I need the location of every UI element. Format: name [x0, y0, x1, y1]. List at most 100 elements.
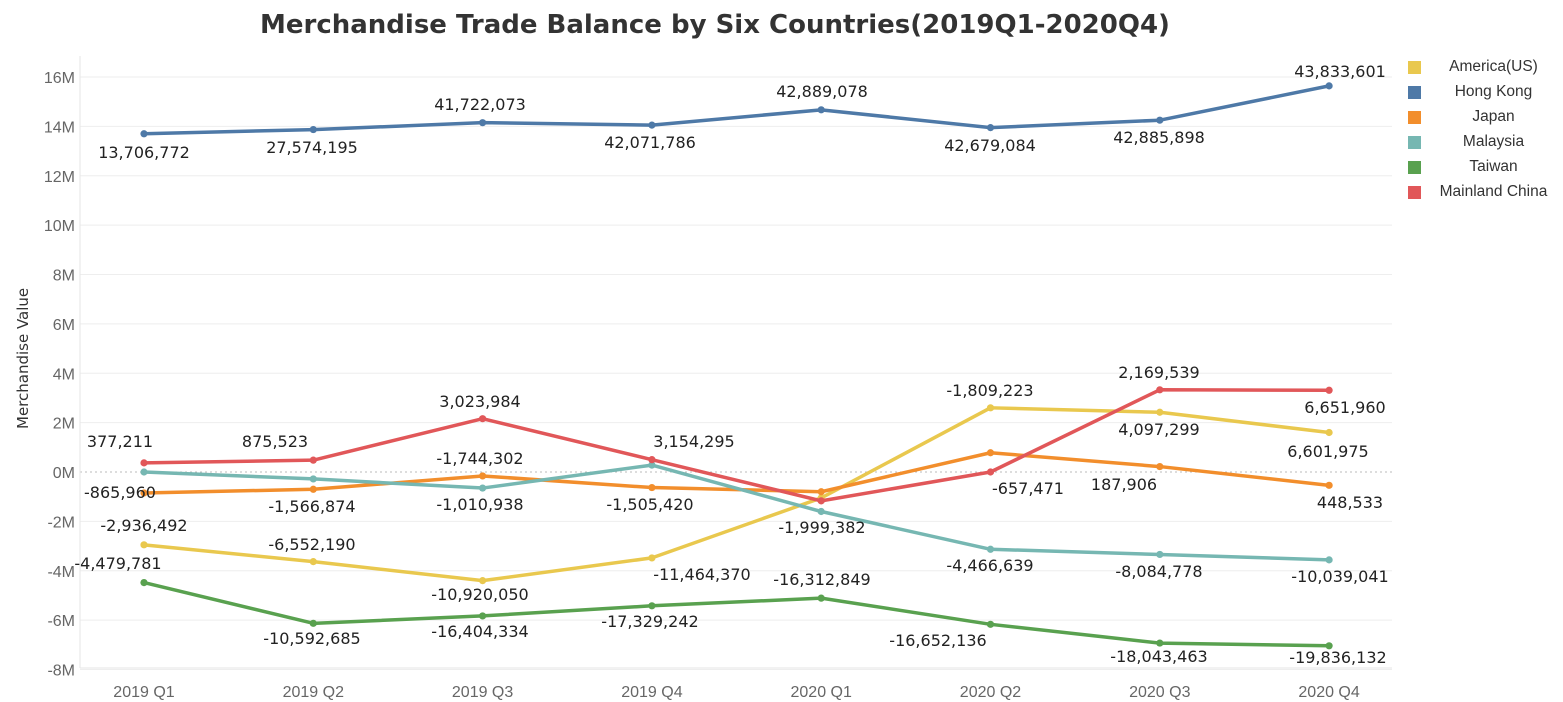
legend-label-mainland-china: Mainland China [1439, 183, 1548, 200]
data-label-america-us: -11,464,370 [653, 565, 750, 584]
data-point[interactable] [1156, 462, 1164, 471]
data-point[interactable] [479, 472, 487, 480]
x-tick-label: 2020 Q4 [1298, 684, 1359, 701]
legend-item-japan[interactable]: Japan [1406, 108, 1563, 133]
data-point[interactable] [140, 130, 148, 138]
data-point[interactable] [817, 106, 825, 114]
legend-item-mainland-china[interactable]: Mainland China [1406, 183, 1563, 208]
data-label-america-us: 6,601,975 [1287, 442, 1368, 461]
data-point[interactable] [648, 602, 656, 610]
data-label-hong-kong: 42,885,898 [1113, 128, 1205, 147]
y-tick-label: 0M [53, 465, 75, 482]
data-label-malaysia: 3,154,295 [653, 432, 734, 451]
data-point[interactable] [986, 124, 995, 132]
data-point[interactable] [479, 612, 487, 620]
data-point[interactable] [1325, 82, 1333, 90]
data-point[interactable] [817, 488, 825, 496]
data-labels: -2,936,492 -6,552,190 -10,920,050 -11,464,3… [74, 62, 1388, 667]
data-label-japan: -1,744,302 [436, 449, 523, 468]
series-line-america-us [142, 406, 1331, 583]
data-point[interactable] [1156, 550, 1164, 559]
y-tick-label: 16M [44, 70, 75, 87]
legend-item-taiwan[interactable]: Taiwan [1406, 158, 1563, 183]
x-axis-ticks: 2019 Q1 2019 Q2 2019 Q3 2019 Q4 2020 Q1 2020 … [113, 684, 1360, 701]
legend-label-taiwan: Taiwan [1469, 158, 1518, 175]
data-label-hong-kong: 27,574,195 [266, 138, 358, 157]
y-tick-label: -2M [47, 514, 75, 531]
data-label-japan: 187,906 [1091, 475, 1157, 494]
data-point[interactable] [309, 475, 317, 483]
data-point[interactable] [986, 468, 995, 476]
data-point[interactable] [479, 577, 487, 585]
data-point[interactable] [817, 497, 825, 505]
data-point[interactable] [140, 459, 148, 467]
legend-item-hong-kong[interactable]: Hong Kong [1406, 83, 1563, 108]
legend-label-malaysia: Malaysia [1462, 133, 1525, 150]
data-label-japan: 448,533 [1317, 493, 1383, 512]
legend-item-america[interactable]: America(US) [1406, 58, 1563, 83]
data-point[interactable] [309, 558, 317, 566]
data-point[interactable] [309, 619, 317, 627]
data-point[interactable] [648, 456, 656, 464]
y-tick-label: -8M [47, 663, 75, 680]
data-point[interactable] [309, 456, 317, 464]
legend-label-america: America(US) [1449, 58, 1538, 75]
y-tick-label: -4M [47, 564, 75, 581]
data-point[interactable] [1325, 386, 1333, 394]
data-point[interactable] [479, 119, 487, 127]
data-point[interactable] [479, 415, 487, 423]
y-axis-ticks: 16M 14M 12M 10M 8M 6M 4M 2M 0M -2M -4M -6M -8M [44, 70, 75, 680]
data-point[interactable] [140, 489, 148, 497]
series-line-mainland-china [142, 388, 1331, 503]
data-point[interactable] [1156, 639, 1164, 647]
y-tick-label: 10M [44, 218, 75, 235]
data-label-japan: -1,999,382 [778, 518, 865, 537]
data-label-mainland-china: 6,651,960 [1304, 398, 1385, 417]
data-point[interactable] [1156, 386, 1164, 394]
data-label-taiwan: -16,404,334 [431, 622, 528, 641]
series-hong-kong [140, 82, 1333, 138]
legend-swatch-malaysia [1408, 136, 1421, 149]
data-point[interactable] [140, 541, 148, 549]
legend: America(US) Hong Kong Japan Malaysia Tai… [1406, 58, 1563, 208]
data-point[interactable] [1325, 556, 1333, 564]
y-tick-label: 6M [53, 317, 75, 334]
data-point[interactable] [648, 483, 656, 492]
data-label-malaysia: 377,211 [87, 432, 153, 451]
series-mainland-china [140, 386, 1333, 505]
data-point[interactable] [1325, 481, 1333, 489]
data-point[interactable] [1325, 642, 1333, 650]
data-label-hong-kong: 42,679,084 [944, 136, 1036, 155]
data-point[interactable] [648, 461, 656, 469]
data-label-malaysia: -4,466,639 [946, 556, 1033, 575]
data-label-japan: -1,505,420 [606, 495, 693, 514]
data-point[interactable] [140, 468, 148, 476]
data-point[interactable] [1325, 428, 1333, 437]
data-label-mainland-china: 2,169,539 [1118, 363, 1199, 382]
series-america-us [140, 404, 1333, 585]
x-tick-label: 2020 Q2 [960, 684, 1021, 701]
data-label-america-us: 4,097,299 [1118, 420, 1199, 439]
data-point[interactable] [479, 484, 487, 492]
data-point[interactable] [986, 449, 995, 457]
legend-swatch-japan [1408, 111, 1421, 124]
data-point[interactable] [817, 507, 825, 516]
data-label-hong-kong: 41,722,073 [434, 95, 526, 114]
data-point[interactable] [817, 594, 825, 602]
data-label-america-us: -16,312,849 [773, 570, 870, 589]
legend-item-malaysia[interactable]: Malaysia [1406, 133, 1563, 158]
data-point[interactable] [309, 485, 317, 493]
data-point[interactable] [986, 545, 995, 553]
data-point[interactable] [1156, 116, 1164, 124]
series-malaysia [140, 461, 1333, 564]
data-point[interactable] [1156, 408, 1164, 416]
data-point[interactable] [986, 404, 995, 412]
x-tick-label: 2019 Q1 [113, 684, 174, 701]
data-point[interactable] [309, 125, 317, 134]
data-point[interactable] [648, 554, 656, 562]
data-label-japan: -865,960 [84, 483, 156, 502]
data-point[interactable] [140, 579, 148, 587]
data-label-malaysia: -8,084,778 [1115, 562, 1202, 581]
data-point[interactable] [648, 121, 656, 129]
data-point[interactable] [986, 620, 995, 628]
